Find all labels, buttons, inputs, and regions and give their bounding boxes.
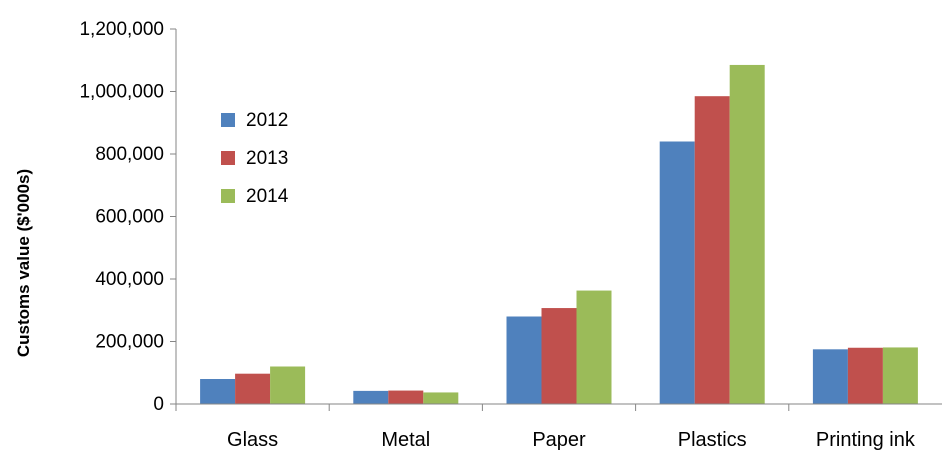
legend-label-2014: 2014 [246, 186, 289, 207]
bar-2012-paper [506, 316, 542, 404]
bar-2012-metal [353, 390, 389, 405]
bar-2013-glass [235, 373, 271, 404]
x-tick-label: Paper [532, 429, 586, 450]
y-tick-label: 1,000,000 [79, 82, 164, 103]
bar-2013-metal [388, 390, 424, 404]
x-tick-label: Glass [227, 429, 278, 450]
bar-2013-plastics [694, 96, 730, 404]
bar-2013-paper [541, 308, 577, 404]
legend-swatch-2013 [221, 151, 235, 165]
x-tick-label: Plastics [678, 429, 747, 450]
legend-label-2012: 2012 [246, 110, 288, 131]
y-tick-label: 1,200,000 [79, 19, 164, 40]
legend-swatch-2012 [221, 113, 235, 127]
bar-2014-printing-ink [882, 347, 918, 404]
y-tick-label: 200,000 [95, 332, 164, 353]
legend-label-2013: 2013 [246, 148, 288, 169]
bar-2012-printing-ink [812, 349, 848, 404]
bar-2012-plastics [659, 141, 695, 404]
x-tick-label: Printing ink [816, 429, 916, 450]
y-tick-label: 400,000 [95, 269, 164, 290]
axes-layer: 0 200,000 400,000 600,000 800,000 1,000,000 1,… [79, 19, 942, 451]
bar-2012-glass [200, 379, 236, 404]
bar-2013-printing-ink [847, 347, 883, 404]
y-axis-title: Customs value ($'000s) [14, 169, 33, 357]
legend-swatch-2014 [221, 189, 235, 203]
y-tick-label: 800,000 [95, 144, 164, 165]
bar-2014-paper [576, 290, 612, 404]
legend: 2012 2013 2014 [221, 110, 289, 207]
bar-2014-metal [423, 392, 459, 404]
bars-layer [200, 64, 918, 405]
bar-2014-glass [270, 366, 306, 404]
bar-2014-plastics [729, 64, 765, 404]
x-tick-label: Metal [381, 429, 430, 450]
y-tick-label: 0 [153, 394, 164, 415]
y-tick-label: 600,000 [95, 207, 164, 228]
